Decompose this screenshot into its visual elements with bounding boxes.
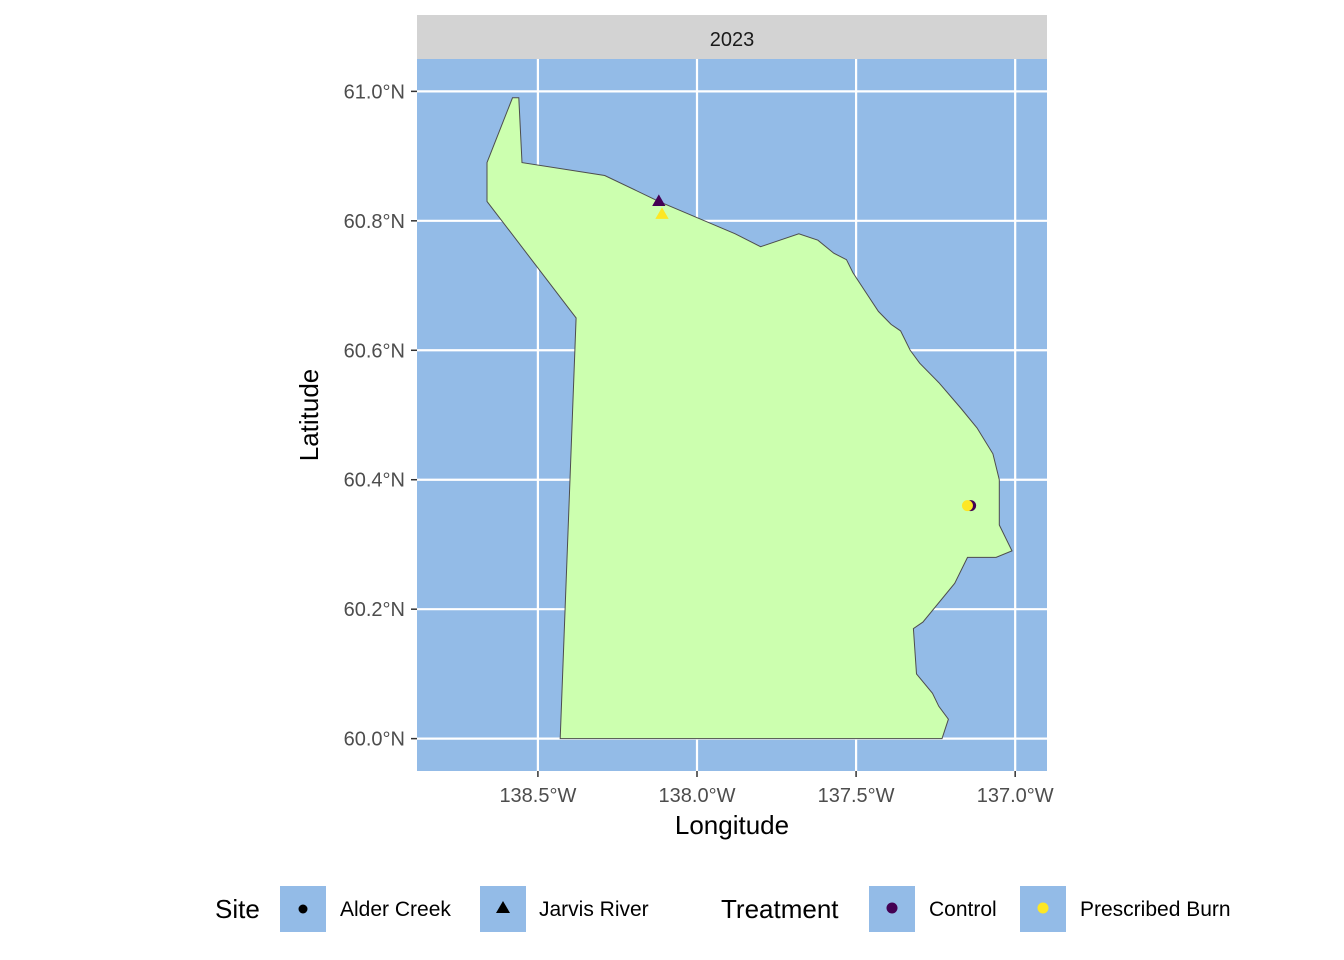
facet-label: 2023 <box>710 29 755 51</box>
triangle-icon <box>496 901 510 913</box>
prescribed-burn-dot-icon <box>1037 902 1049 914</box>
y-tick-label-3: 60.6°N <box>344 340 405 362</box>
control-dot-icon <box>886 902 898 914</box>
legend-treatment-title: Treatment <box>721 894 839 924</box>
legend-site: Site Alder Creek Jarvis River <box>215 886 649 932</box>
circle-icon <box>298 904 308 914</box>
legend-label-prescribed-burn: Prescribed Burn <box>1080 898 1231 921</box>
x-tick-label-2: 137.5°W <box>818 785 895 807</box>
legend-label-alder-creek: Alder Creek <box>340 898 451 921</box>
region-polygon <box>486 97 1013 740</box>
point-1-jarvis-river <box>655 207 669 219</box>
y-tick-label-0: 60.0°N <box>344 729 405 751</box>
y-tick-label-2: 60.4°N <box>344 470 405 492</box>
legend-site-title: Site <box>215 894 260 924</box>
y-tick-label-4: 60.8°N <box>344 211 405 233</box>
y-axis: 60.0°N 60.2°N 60.4°N 60.6°N 60.8°N 61.0°N <box>344 81 417 751</box>
observation-points <box>652 194 977 512</box>
x-tick-label-3: 137.0°W <box>977 785 1054 807</box>
x-tick-label-0: 138.5°W <box>499 785 576 807</box>
facet-strip <box>417 15 1047 59</box>
legend-treatment: Treatment Control Prescribed Burn <box>721 886 1231 932</box>
legend-label-jarvis-river: Jarvis River <box>539 898 649 921</box>
x-tick-label-1: 138.0°W <box>659 785 736 807</box>
point-3-alder-creek <box>961 500 973 512</box>
y-tick-label-1: 60.2°N <box>344 599 405 621</box>
y-axis-title: Latitude <box>294 369 324 462</box>
x-axis-title: Longitude <box>675 810 789 840</box>
legend-label-control: Control <box>929 898 997 921</box>
y-tick-label-5: 61.0°N <box>344 81 405 103</box>
point-0-jarvis-river <box>652 194 666 206</box>
x-axis: 138.5°W 138.0°W 137.5°W 137.0°W <box>499 771 1054 807</box>
